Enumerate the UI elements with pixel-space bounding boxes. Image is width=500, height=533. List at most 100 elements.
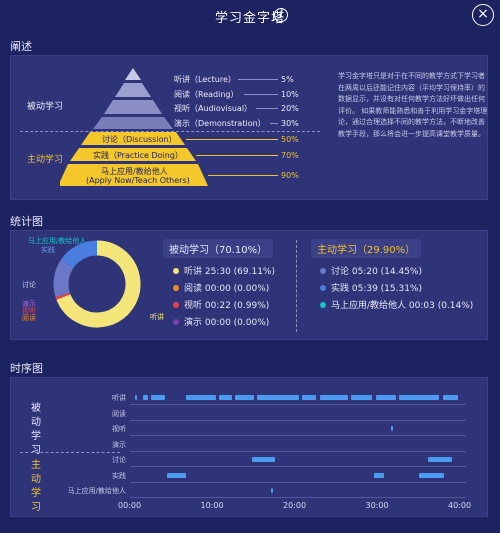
legend-dot [173,301,179,308]
timeline-row-line [130,419,466,421]
leader-line [244,94,278,95]
timeline-row-label: 实践 [112,471,126,480]
legend-dot [320,301,326,308]
legend-text: 阅读 00:00 (0.00%) [184,284,270,294]
pyramid-description: 学习金字塔只是对于在不同的教学方式下学习者在两周以后还能记住内容（平均学习保持率… [338,72,488,138]
section-title-timeline: 时序图 [10,362,43,375]
donut-slice-2 [55,292,71,300]
timeline-tick-label: 10:00 [200,501,224,510]
donut-slice-4 [53,259,74,298]
window-title: 学习金字塔 [214,11,285,26]
donut-label-read: 阅读 [22,314,36,322]
donut-label-discuss: 讨论 [22,281,36,289]
timeline-row-line [130,481,466,483]
legend-item: 听讲 25:30 (69.11%) [173,264,275,277]
pyramid-pct: 50% [281,135,299,144]
timeline-segment [427,457,452,462]
timeline-segment [301,395,317,400]
legend-item: 阅读 00:00 (0.00%) [173,281,269,294]
timeline-tick-label: 00:00 [118,501,142,510]
timeline-group-passive: 被动学习 [31,403,41,456]
pyramid-pct: 90% [281,171,299,180]
timeline-group-divider [20,452,120,453]
leader-line [270,123,278,124]
section-title-desc: 阐述 [10,40,32,53]
legend-item: 马上应用/教给他人 00:03 (0.14%) [320,298,473,311]
timeline-row-line [130,435,466,436]
pyramid-label: 演示（Demonstration） [174,119,266,128]
pyramid-passive-label: 被动学习 [27,102,64,112]
timeline-group-active: 主动学习 [31,460,41,513]
timeline-tick-label: 40:00 [448,501,472,510]
pyramid-level-audiovisual [104,100,162,114]
legend-dot [173,318,179,325]
legend-dot [320,284,326,291]
pyramid-label-sub: (Apply Now/Teach Others) [86,176,190,185]
pyramid-label: 听讲（Lecture） [174,75,236,84]
active-summary-title: 主动学习（29.90%） [311,239,422,258]
pyramid-label: 视听（Audiovisual） [174,104,253,113]
section-title-stats: 统计图 [10,215,43,228]
timeline-segment [351,395,372,400]
donut-label-audio: 视听 [22,307,36,315]
pyramid-pct: 10% [281,90,299,99]
timeline-segment [374,472,385,478]
timeline-tick-label: 20:00 [283,501,307,510]
pyramid-pct: 5% [281,75,294,84]
pyramid-label: 阅读（Reading） [174,90,239,99]
pyramid-level-practice [70,148,196,161]
pyramid-label: 实践（Practice Doing） [93,151,183,160]
pyramid-pct: 30% [281,119,299,128]
timeline-segment [167,472,187,478]
stats-divider [296,240,297,332]
pyramid-pct: 20% [281,104,299,113]
pyramid-level-reading [115,83,151,97]
leader-line [238,79,278,80]
legend-text: 马上应用/教给他人 00:03 (0.14%) [331,301,474,311]
timeline-segment [319,395,348,400]
passive-active-divider [20,131,320,132]
timeline-segment [219,395,233,400]
pyramid-level-lecture [125,68,141,80]
passive-summary-title: 被动学习（70.10%） [163,239,274,258]
donut-slice-0 [56,240,141,328]
legend-item: 视听 00:22 (0.99%) [173,298,269,311]
timeline-row-label: 讨论 [112,456,126,464]
pyramid-level-discussion [81,132,185,145]
legend-text: 实践 05:39 (15.31%) [331,284,422,294]
legend-item: 演示 00:00 (0.00%) [173,315,269,328]
legend-dot [173,284,179,291]
timeline-segment [418,472,444,478]
timeline-segment [234,395,254,400]
legend-dot [320,267,326,274]
timeline-segment [442,395,459,400]
timeline-segment [257,395,300,400]
leader-line [186,139,278,140]
legend-item: 讨论 05:20 (14.45%) [320,264,422,277]
timeline-row-label: 听讲 [112,394,126,402]
timeline-row-line [130,497,466,498]
timeline-panel [10,377,488,517]
timeline-segment [186,395,216,400]
close-icon[interactable]: × [472,4,494,26]
donut-label-teach: 马上应用/教给他人 [28,237,87,245]
timeline-segment [398,395,440,400]
donut-label-practice: 实践 [41,246,55,254]
pyramid-level-apply [60,164,208,186]
info-icon[interactable]: i [274,8,288,22]
timeline-row-line [130,450,466,452]
timeline-tick-label: 30:00 [365,501,389,510]
leader-line [196,155,278,156]
timeline-segment [150,395,165,400]
leader-line [208,175,278,176]
timeline-segment [143,395,149,400]
leader-line [256,108,278,109]
timeline-segment [252,457,276,462]
timeline-segment [375,395,396,400]
pyramid-level-demonstration [93,117,173,129]
donut-chart [53,240,141,328]
timeline-row-label: 马上应用/教给他人 [67,487,126,495]
donut-label-demo: 演示 [22,300,36,308]
timeline-segment [271,488,274,493]
